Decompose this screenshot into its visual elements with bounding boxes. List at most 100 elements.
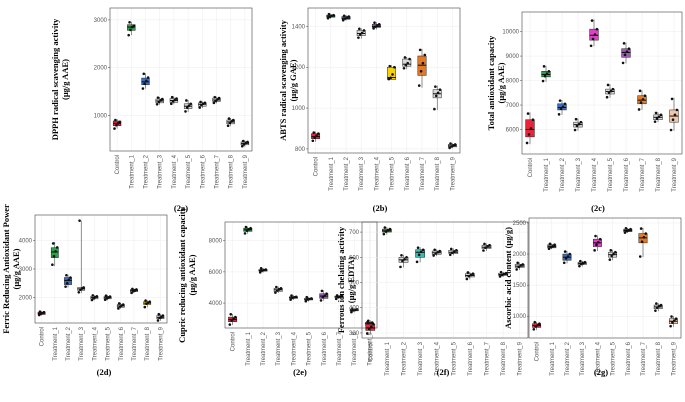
chart-panel-2d: 2000 3000 4000 Control Treatment_1 Treatment_… — [1, 204, 168, 377]
data-point — [612, 252, 615, 256]
data-point — [320, 289, 324, 293]
y-axis-label: Ferric Reducing Antioxidant Power(μg/g A… — [1, 204, 21, 334]
data-point — [609, 249, 613, 252]
data-point — [145, 79, 148, 83]
data-point — [249, 226, 252, 230]
box-Treatment_6 — [116, 302, 125, 310]
data-point — [498, 275, 502, 278]
data-point — [69, 276, 72, 279]
data-point — [566, 255, 570, 258]
box-Treatment_9 — [240, 139, 250, 148]
x-tick-label: Control — [115, 155, 121, 174]
box-body — [50, 247, 59, 258]
box-Treatment_7 — [637, 89, 647, 111]
data-point — [640, 240, 644, 243]
data-point — [642, 235, 646, 239]
data-point — [387, 77, 391, 81]
data-point — [434, 252, 437, 255]
data-point — [148, 300, 151, 303]
data-point — [173, 98, 177, 102]
panel-caption: (2b) — [373, 203, 388, 213]
data-point — [200, 103, 203, 107]
x-tick-label: Treatment_8 — [656, 157, 662, 191]
box-Treatment_8 — [498, 270, 508, 278]
box-body — [621, 48, 631, 58]
data-point — [657, 115, 661, 119]
data-point — [594, 234, 597, 238]
data-point — [370, 325, 373, 328]
data-point — [279, 286, 283, 290]
data-point — [366, 319, 370, 323]
x-tick-label: Treatment_2 — [565, 341, 571, 375]
box-Treatment_2 — [398, 253, 409, 269]
y-tick-label: 3000 — [94, 18, 108, 24]
data-point — [373, 21, 376, 25]
data-point — [536, 323, 539, 327]
y-tick-label: 1000 — [513, 314, 527, 320]
box-Treatment_5 — [605, 83, 615, 99]
data-point — [589, 44, 593, 48]
data-point — [548, 242, 552, 246]
data-point — [382, 232, 386, 236]
x-tick-label: Treatment_7 — [132, 326, 138, 360]
x-tick-label: Treatment_8 — [501, 341, 507, 375]
x-tick-label: Treatment_7 — [337, 331, 343, 365]
x-tick-label: Treatment_8 — [435, 156, 441, 190]
box-Treatment_1 — [382, 226, 392, 236]
data-point — [653, 120, 657, 123]
box-Treatment_9 — [668, 315, 678, 328]
data-point — [669, 324, 672, 328]
x-tick-label: Treatment_2 — [402, 341, 408, 375]
x-tick-label: Treatment_2 — [66, 326, 72, 360]
data-point — [367, 327, 371, 331]
data-point — [415, 260, 419, 264]
data-point — [471, 272, 475, 275]
panel-caption: (2d) — [97, 367, 112, 377]
y-tick-label: 1000 — [292, 106, 306, 112]
box-Treatment_1 — [547, 242, 557, 251]
box-Treatment_7 — [417, 48, 427, 88]
data-point — [542, 65, 546, 68]
y-tick-label: 6000 — [506, 128, 520, 134]
chart-panel-2a: 1000 2000 3000 Control Treatment_1 Treatment_… — [50, 7, 253, 213]
data-point — [232, 317, 235, 321]
data-point — [54, 250, 57, 253]
box-body — [415, 249, 425, 258]
data-point — [543, 74, 547, 78]
data-point — [229, 312, 233, 316]
box-Treatment_1 — [127, 21, 136, 37]
data-point — [116, 122, 120, 125]
data-point — [561, 105, 565, 109]
data-point — [448, 146, 451, 150]
data-point — [408, 57, 411, 61]
data-point — [614, 250, 617, 254]
data-point — [525, 141, 529, 145]
box-Treatment_6 — [402, 56, 412, 70]
x-tick-label: Treatment_9 — [243, 154, 249, 188]
y-tick-label: 1500 — [513, 283, 527, 289]
data-point — [593, 33, 597, 36]
data-point — [277, 288, 281, 291]
data-point — [376, 24, 379, 27]
box-Treatment_4 — [589, 19, 599, 48]
box-Treatment_3 — [573, 117, 583, 132]
x-tick-label: Treatment_5 — [307, 331, 313, 365]
data-point — [671, 118, 675, 122]
box-Treatment_6 — [465, 271, 475, 281]
box-Treatment_4 — [288, 294, 298, 301]
data-point — [127, 33, 130, 37]
y-axis-label-line: Cupric reducing antioxidant capacity — [177, 206, 187, 342]
data-point — [289, 298, 292, 301]
data-point — [568, 252, 572, 256]
y-tick-label: 400 — [349, 306, 360, 312]
y-tick-label: 300 — [349, 331, 360, 337]
data-point — [230, 318, 233, 322]
data-point — [372, 322, 375, 326]
data-point — [388, 227, 392, 231]
data-point — [114, 118, 117, 122]
data-point — [639, 101, 643, 104]
data-point — [340, 294, 344, 298]
data-point — [421, 61, 425, 65]
data-point — [538, 322, 541, 325]
data-point — [590, 19, 594, 22]
